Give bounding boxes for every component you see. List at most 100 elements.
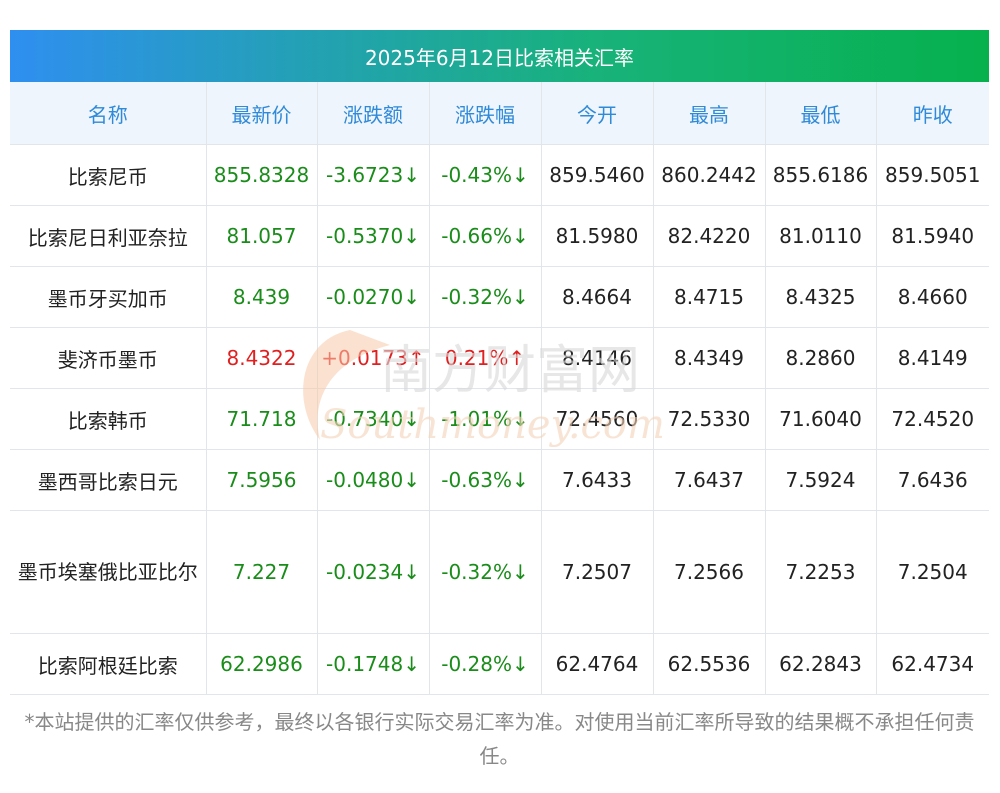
arrow-up-icon: ↑ xyxy=(407,346,425,370)
cell-low-value: 7.5924 xyxy=(785,468,856,492)
cell-pct-value: -0.32% xyxy=(441,285,512,309)
cell-change: -0.0270↓ xyxy=(317,266,430,328)
cell-open: 72.4560 xyxy=(541,388,654,450)
cell-change-value: -0.1748 xyxy=(326,652,404,676)
arrow-down-icon: ↓ xyxy=(403,468,420,492)
cell-latest: 8.4322 xyxy=(206,327,318,389)
cell-high-value: 8.4715 xyxy=(674,285,744,309)
cell-name-value: 比索尼日利亚奈拉 xyxy=(27,225,188,250)
cell-high: 8.4349 xyxy=(653,327,766,389)
cell-name: 比索尼币 xyxy=(10,144,207,206)
arrow-down-icon: ↓ xyxy=(403,224,420,248)
disclaimer-footnote: *本站提供的汇率仅供参考，最终以各银行实际交易汇率为准。对使用当前汇率所导致的结… xyxy=(24,710,975,768)
cell-high: 82.4220 xyxy=(653,205,766,267)
cell-latest: 71.718 xyxy=(206,388,318,450)
arrow-down-icon: ↓ xyxy=(512,285,529,309)
cell-prev-value: 62.4734 xyxy=(891,652,975,676)
cell-prev: 8.4660 xyxy=(876,266,989,328)
arrow-down-icon: ↓ xyxy=(403,407,420,431)
table-row: 墨币埃塞俄比亚比尔 7.227 -0.0234↓ -0.32%↓ 7.2507 7.256… xyxy=(10,510,989,634)
cell-low: 8.2860 xyxy=(765,327,877,389)
cell-pct-value: -0.66% xyxy=(441,224,512,248)
cell-high: 7.2566 xyxy=(653,510,766,634)
cell-latest-value: 8.4322 xyxy=(226,346,297,370)
cell-low-value: 62.2843 xyxy=(779,652,862,676)
cell-latest: 7.227 xyxy=(206,510,318,634)
header-low: 最低 xyxy=(765,82,877,145)
cell-latest-value: 8.439 xyxy=(232,285,291,309)
cell-change-value: -0.0270 xyxy=(326,285,404,309)
cell-latest: 855.8328 xyxy=(206,144,318,206)
cell-high: 62.5536 xyxy=(653,633,766,695)
cell-change-value: -0.0480 xyxy=(326,468,404,492)
cell-open: 81.5980 xyxy=(541,205,654,267)
table-row: 比索韩币 71.718 -0.7340↓ -1.01%↓ 72.4560 72.5330 7… xyxy=(10,388,989,450)
cell-low-value: 855.6186 xyxy=(772,163,869,187)
cell-low-value: 81.0110 xyxy=(779,224,862,248)
header-open: 今开 xyxy=(541,82,654,145)
table-row: 斐济币墨币 8.4322 +0.0173↑ 0.21%↑ 8.4146 8.4349 8.2… xyxy=(10,327,989,389)
cell-latest-value: 7.5956 xyxy=(226,468,297,492)
cell-low: 8.4325 xyxy=(765,266,877,328)
cell-prev-value: 72.4520 xyxy=(891,407,975,431)
cell-high-value: 72.5330 xyxy=(667,407,751,431)
cell-pct: -1.01%↓ xyxy=(429,388,542,450)
table-row: 比索阿根廷比索 62.2986 -0.1748↓ -0.28%↓ 62.4764 62.5… xyxy=(10,633,989,695)
arrow-down-icon: ↓ xyxy=(512,163,529,187)
arrow-down-icon: ↓ xyxy=(403,560,420,584)
cell-open: 859.5460 xyxy=(541,144,654,206)
cell-open: 8.4664 xyxy=(541,266,654,328)
table-row: 比索尼币 855.8328 -3.6723↓ -0.43%↓ 859.5460 860.2… xyxy=(10,144,989,206)
arrow-down-icon: ↓ xyxy=(512,652,529,676)
header-latest: 最新价 xyxy=(206,82,318,145)
cell-prev: 62.4734 xyxy=(876,633,989,695)
arrow-down-icon: ↓ xyxy=(512,560,529,584)
cell-latest-value: 855.8328 xyxy=(213,163,310,187)
cell-name: 比索阿根廷比索 xyxy=(10,633,207,695)
cell-open-value: 7.6433 xyxy=(562,468,632,492)
arrow-down-icon: ↓ xyxy=(512,407,529,431)
cell-open-value: 81.5980 xyxy=(555,224,639,248)
cell-prev: 8.4149 xyxy=(876,327,989,389)
cell-open-value: 72.4560 xyxy=(555,407,639,431)
cell-change-value: -0.0234 xyxy=(326,560,404,584)
cell-change-value: -0.5370 xyxy=(326,224,404,248)
cell-low-value: 8.4325 xyxy=(785,285,856,309)
cell-high: 72.5330 xyxy=(653,388,766,450)
cell-name: 墨币埃塞俄比亚比尔 xyxy=(10,510,207,634)
cell-latest-value: 81.057 xyxy=(226,224,297,248)
cell-name-value: 比索尼币 xyxy=(67,164,148,189)
cell-low: 62.2843 xyxy=(765,633,877,695)
cell-pct-value: -0.32% xyxy=(441,560,512,584)
cell-name: 墨西哥比索日元 xyxy=(10,449,207,511)
cell-high-value: 82.4220 xyxy=(667,224,751,248)
header-name: 名称 xyxy=(10,82,207,145)
cell-pct: -0.63%↓ xyxy=(429,449,542,511)
cell-prev: 7.2504 xyxy=(876,510,989,634)
cell-prev: 81.5940 xyxy=(876,205,989,267)
cell-name: 比索尼日利亚奈拉 xyxy=(10,205,207,267)
cell-prev-value: 859.5051 xyxy=(885,163,981,187)
cell-open-value: 859.5460 xyxy=(549,163,645,187)
cell-change: -0.1748↓ xyxy=(317,633,430,695)
arrow-down-icon: ↓ xyxy=(403,652,420,676)
cell-name-value: 墨币埃塞俄比亚比尔 xyxy=(17,559,198,584)
arrow-down-icon: ↓ xyxy=(403,285,420,309)
cell-low: 7.5924 xyxy=(765,449,877,511)
cell-low: 81.0110 xyxy=(765,205,877,267)
cell-pct: -0.66%↓ xyxy=(429,205,542,267)
cell-high-value: 7.6437 xyxy=(674,468,744,492)
cell-change-value: -0.7340 xyxy=(326,407,404,431)
cell-open: 7.6433 xyxy=(541,449,654,511)
cell-open-value: 7.2507 xyxy=(562,560,632,584)
cell-change: -0.0480↓ xyxy=(317,449,430,511)
cell-name: 比索韩币 xyxy=(10,388,207,450)
cell-high: 8.4715 xyxy=(653,266,766,328)
cell-pct-value: -0.63% xyxy=(441,468,512,492)
cell-change: -0.5370↓ xyxy=(317,205,430,267)
cell-prev-value: 7.2504 xyxy=(897,560,968,584)
table-title: 2025年6月12日比索相关汇率 xyxy=(10,30,989,82)
cell-name: 墨币牙买加币 xyxy=(10,266,207,328)
cell-prev-value: 8.4149 xyxy=(897,346,968,370)
cell-pct: -0.43%↓ xyxy=(429,144,542,206)
